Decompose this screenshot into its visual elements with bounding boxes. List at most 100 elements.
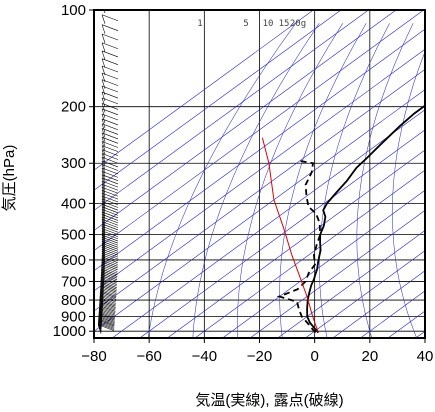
wind-barb-staff bbox=[100, 285, 117, 293]
skewed-isotherm bbox=[167, 149, 425, 338]
wind-barb-flag bbox=[101, 206, 106, 216]
wind-barb-staff bbox=[98, 312, 115, 320]
dry-adiabat bbox=[147, 23, 296, 338]
wind-barb-staff bbox=[101, 91, 119, 99]
y-tick-label: 700 bbox=[61, 273, 86, 290]
mixing-ratio-label: 1 bbox=[197, 19, 202, 29]
wind-barb-flag bbox=[101, 216, 106, 226]
wind-barb-staff bbox=[101, 214, 119, 221]
wind-barb-staff bbox=[101, 266, 118, 274]
wind-barb-staff bbox=[101, 128, 119, 135]
wind-barb-staff bbox=[101, 103, 119, 110]
y-tick-label: 600 bbox=[61, 252, 86, 269]
skewed-isotherm bbox=[94, 28, 425, 272]
wind-barb-staff bbox=[101, 250, 119, 258]
wind-barb-staff bbox=[98, 318, 115, 326]
wind-barb-staff bbox=[101, 246, 119, 254]
wind-barb-staff bbox=[101, 234, 119, 242]
x-tick-label: 0 bbox=[310, 348, 318, 365]
skewed-isotherm bbox=[277, 230, 425, 338]
wind-barb-flag bbox=[101, 181, 106, 191]
wind-barb-staff bbox=[101, 238, 119, 246]
wind-barb-flag bbox=[101, 187, 106, 197]
wind-barb-staff bbox=[101, 258, 118, 265]
wind-barb-flag bbox=[101, 219, 106, 229]
mixing-ratio-labels: 1 5 10 15 20g bbox=[197, 19, 306, 29]
wind-barb bbox=[101, 108, 119, 118]
wind-barb-staff bbox=[101, 248, 119, 256]
wind-barb-flag bbox=[101, 214, 106, 224]
skewed-isotherm bbox=[94, 48, 425, 292]
wind-barb-staff bbox=[100, 291, 117, 299]
wind-barb bbox=[101, 141, 119, 151]
wind-barb bbox=[101, 113, 119, 124]
wind-barb-staff bbox=[101, 198, 119, 206]
wind-barb-staff bbox=[101, 268, 118, 276]
wind-barb bbox=[101, 58, 119, 68]
wind-barb bbox=[101, 160, 119, 171]
skewed-isotherm bbox=[94, 10, 314, 171]
wind-barb-staff bbox=[98, 317, 115, 325]
wind-barb-staff bbox=[101, 141, 119, 148]
mixing-ratio-label: 10 bbox=[263, 19, 274, 29]
wind-barb-flag bbox=[101, 50, 106, 61]
wind-barb-staff bbox=[98, 313, 115, 321]
wind-barb-staff bbox=[101, 24, 119, 31]
wind-barb bbox=[101, 261, 118, 272]
wind-barb-flag bbox=[101, 261, 105, 272]
wind-barb bbox=[101, 164, 119, 174]
wind-barb bbox=[101, 85, 119, 96]
wind-barb-flag bbox=[101, 113, 106, 124]
wind-barb-staff bbox=[101, 97, 119, 105]
wind-barb-staff bbox=[99, 295, 116, 303]
wind-barb-flag bbox=[101, 260, 106, 270]
wind-barb-staff bbox=[101, 153, 119, 160]
wind-barb bbox=[101, 218, 119, 229]
series-layer bbox=[261, 104, 425, 334]
wind-barb-staff bbox=[100, 288, 117, 296]
wind-barb bbox=[101, 91, 119, 102]
wind-barb-staff bbox=[101, 271, 118, 279]
wind-barb-staff bbox=[101, 236, 119, 244]
wind-barb-flag bbox=[101, 263, 105, 273]
wind-barb bbox=[103, 10, 118, 14]
wind-barb-flag bbox=[101, 42, 106, 52]
wind-barb-staff bbox=[99, 294, 117, 302]
wind-barb bbox=[101, 14, 119, 24]
wind-barb-flag bbox=[101, 24, 106, 34]
wind-barb-staff bbox=[101, 186, 119, 194]
wind-barb-flag bbox=[101, 198, 106, 208]
x-axis-title: 気温(実線), 露点(破線) bbox=[195, 392, 343, 409]
wind-barb-staff bbox=[101, 263, 118, 271]
skewed-isotherm bbox=[94, 10, 424, 252]
dry-adiabat bbox=[237, 23, 343, 338]
wind-barb-staff bbox=[101, 195, 119, 203]
wind-barb-staff bbox=[100, 278, 117, 285]
wind-barb-staff bbox=[101, 180, 119, 188]
temperature-line bbox=[306, 104, 425, 334]
wind-barb-flag bbox=[101, 211, 106, 222]
wind-barb-staff bbox=[98, 315, 115, 322]
wind-barb bbox=[101, 211, 119, 222]
wind-barb-flag bbox=[101, 193, 106, 203]
wind-barb-staff bbox=[101, 33, 119, 41]
wind-barb-flag bbox=[101, 85, 106, 96]
wind-barb-staff bbox=[98, 311, 116, 319]
wind-barb-staff bbox=[101, 123, 119, 131]
wind-barb-staff bbox=[99, 298, 116, 306]
wind-barb bbox=[101, 24, 119, 34]
y-tick-label: 300 bbox=[61, 155, 86, 172]
wind-barb-staff bbox=[101, 218, 119, 226]
wind-barb bbox=[101, 216, 119, 226]
wind-barb-flag bbox=[101, 190, 106, 200]
skewed-isotherm bbox=[94, 10, 369, 211]
wind-barb bbox=[101, 137, 119, 147]
mixing-ratio-label: 15 bbox=[279, 19, 290, 29]
wind-barb-staff bbox=[101, 137, 119, 144]
wind-barb-staff bbox=[100, 276, 118, 284]
wind-barb-flag bbox=[103, 10, 106, 14]
parcel-line bbox=[261, 137, 319, 333]
wind-barb-staff bbox=[99, 307, 116, 315]
y-tick-label: 100 bbox=[61, 2, 86, 19]
